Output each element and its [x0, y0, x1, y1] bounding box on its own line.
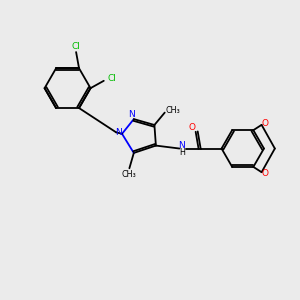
Text: CH₃: CH₃ — [122, 169, 136, 178]
Text: O: O — [261, 169, 268, 178]
Text: H: H — [179, 148, 185, 157]
Text: O: O — [261, 119, 268, 128]
Text: Cl: Cl — [108, 74, 116, 83]
Text: N: N — [128, 110, 135, 119]
Text: CH₃: CH₃ — [166, 106, 180, 115]
Text: Cl: Cl — [72, 42, 80, 51]
Text: N: N — [178, 141, 185, 150]
Text: N: N — [115, 128, 122, 137]
Text: O: O — [189, 122, 196, 131]
